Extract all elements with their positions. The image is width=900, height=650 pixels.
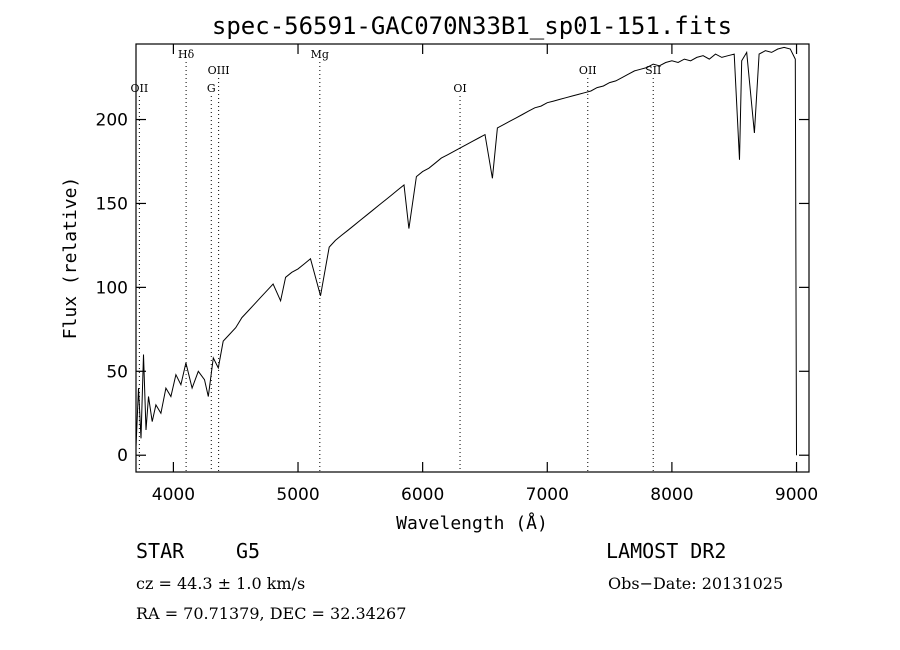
spectral-line-label: Mg bbox=[311, 48, 329, 61]
y-axis-ticks: 0 50 100 150 200 bbox=[96, 111, 809, 466]
spectral-line-label: OII bbox=[131, 82, 149, 95]
y-tick-label: 200 bbox=[96, 111, 128, 131]
spectral-line-label: OIII bbox=[208, 64, 230, 77]
chart-title: spec-56591-GAC070N33B1_sp01-151.fits bbox=[212, 12, 732, 40]
spectral-line-markers: OII Hδ G OIII Mg OI OII SII bbox=[131, 48, 661, 472]
x-tick-label: 6000 bbox=[401, 485, 444, 505]
spectral-line-label: OII bbox=[579, 64, 597, 77]
x-tick-label: 5000 bbox=[276, 485, 319, 505]
obs-date: Obs−Date: 20131025 bbox=[608, 574, 783, 593]
y-tick-label: 0 bbox=[117, 446, 128, 466]
x-tick-label: 8000 bbox=[650, 485, 693, 505]
x-tick-label: 4000 bbox=[152, 485, 195, 505]
y-tick-label: 100 bbox=[96, 278, 128, 298]
plot-frame bbox=[135, 43, 810, 473]
spectral-line-label: OI bbox=[453, 82, 466, 95]
x-axis-ticks: 4000 5000 6000 7000 8000 9000 bbox=[152, 44, 818, 505]
redshift-cz: cz = 44.3 ± 1.0 km/s bbox=[136, 574, 305, 593]
spectrum-series-line bbox=[135, 46, 797, 456]
plot-area: OII Hδ G OIII Mg OI OII SII 4000 5000 6000 7000 800… bbox=[96, 43, 818, 505]
y-tick-label: 150 bbox=[96, 194, 128, 214]
subclass: G5 bbox=[236, 539, 260, 563]
spectral-line-label: Hδ bbox=[178, 48, 195, 61]
y-axis-label: Flux (relative) bbox=[60, 177, 81, 340]
object-type: STAR bbox=[136, 539, 185, 563]
coordinates: RA = 70.71379, DEC = 32.34267 bbox=[136, 604, 406, 623]
x-tick-label: 9000 bbox=[775, 485, 818, 505]
spectral-line-label: SII bbox=[645, 64, 661, 77]
x-tick-label: 7000 bbox=[526, 485, 569, 505]
x-axis-label: Wavelength (Å) bbox=[396, 512, 548, 534]
spectral-line-label: G bbox=[207, 82, 216, 95]
y-tick-label: 50 bbox=[106, 362, 128, 382]
survey-name: LAMOST DR2 bbox=[606, 539, 726, 563]
